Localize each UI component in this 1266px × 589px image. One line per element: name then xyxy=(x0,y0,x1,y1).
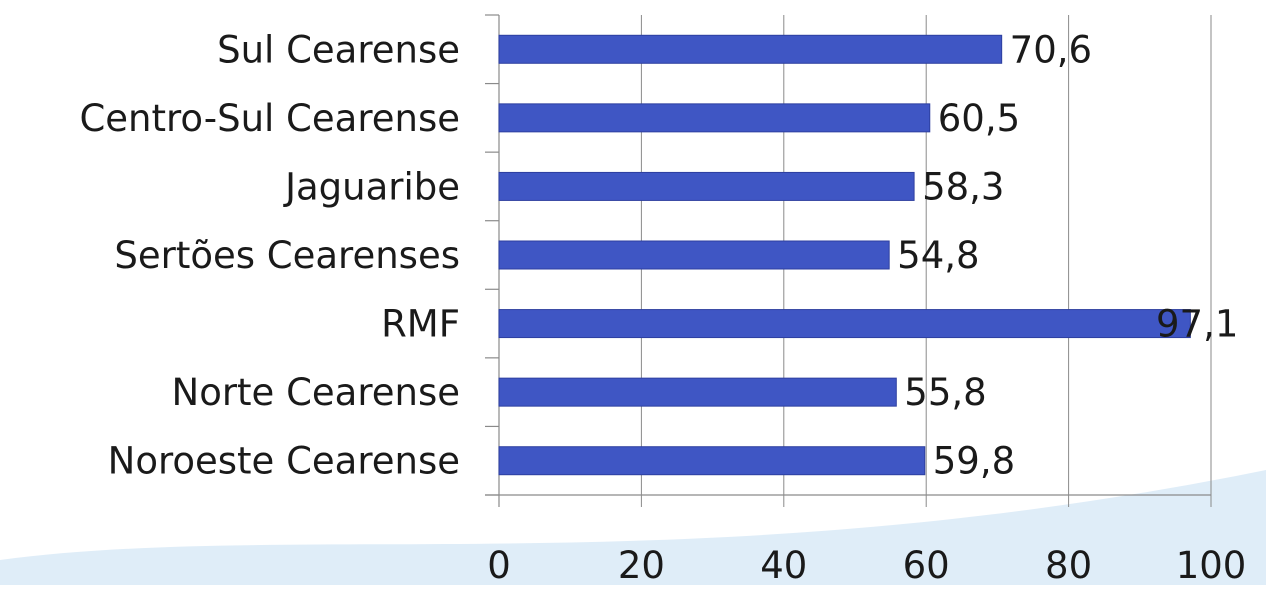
x-tick-label: 0 xyxy=(487,544,511,585)
x-tick-label: 60 xyxy=(903,544,950,585)
bar xyxy=(498,240,890,270)
x-tick-label: 20 xyxy=(618,544,665,585)
category-label: Norte Cearense xyxy=(172,371,460,414)
bar xyxy=(498,309,1191,339)
category-label: Noroeste Cearense xyxy=(108,440,460,483)
data-label: 59,8 xyxy=(933,440,1015,483)
background-swoosh xyxy=(0,470,1266,585)
x-tick-label: 80 xyxy=(1045,544,1092,585)
data-label: 70,6 xyxy=(1010,28,1092,71)
data-label: 97,1 xyxy=(1156,303,1238,346)
category-label: Sul Cearense xyxy=(217,28,460,71)
x-tick-label: 100 xyxy=(1176,544,1247,585)
category-label: Centro-Sul Cearense xyxy=(79,97,460,140)
labels: 0 20 40 60 80 100 Sul Cearense 70,6 Centro-Sul C… xyxy=(79,28,1247,587)
bar xyxy=(498,171,915,201)
data-label: 54,8 xyxy=(897,234,979,277)
bars xyxy=(498,34,1191,476)
category-label: Sertões Cearenses xyxy=(114,234,460,277)
bar xyxy=(498,103,931,133)
data-label: 58,3 xyxy=(922,165,1004,208)
bar xyxy=(498,446,926,476)
category-label: RMF xyxy=(381,303,460,346)
x-tick-label: 40 xyxy=(760,544,807,585)
category-label: Jaguaribe xyxy=(283,165,460,208)
data-label: 55,8 xyxy=(904,371,986,414)
bar xyxy=(498,377,897,407)
bar xyxy=(498,34,1003,64)
data-label: 60,5 xyxy=(938,97,1020,140)
